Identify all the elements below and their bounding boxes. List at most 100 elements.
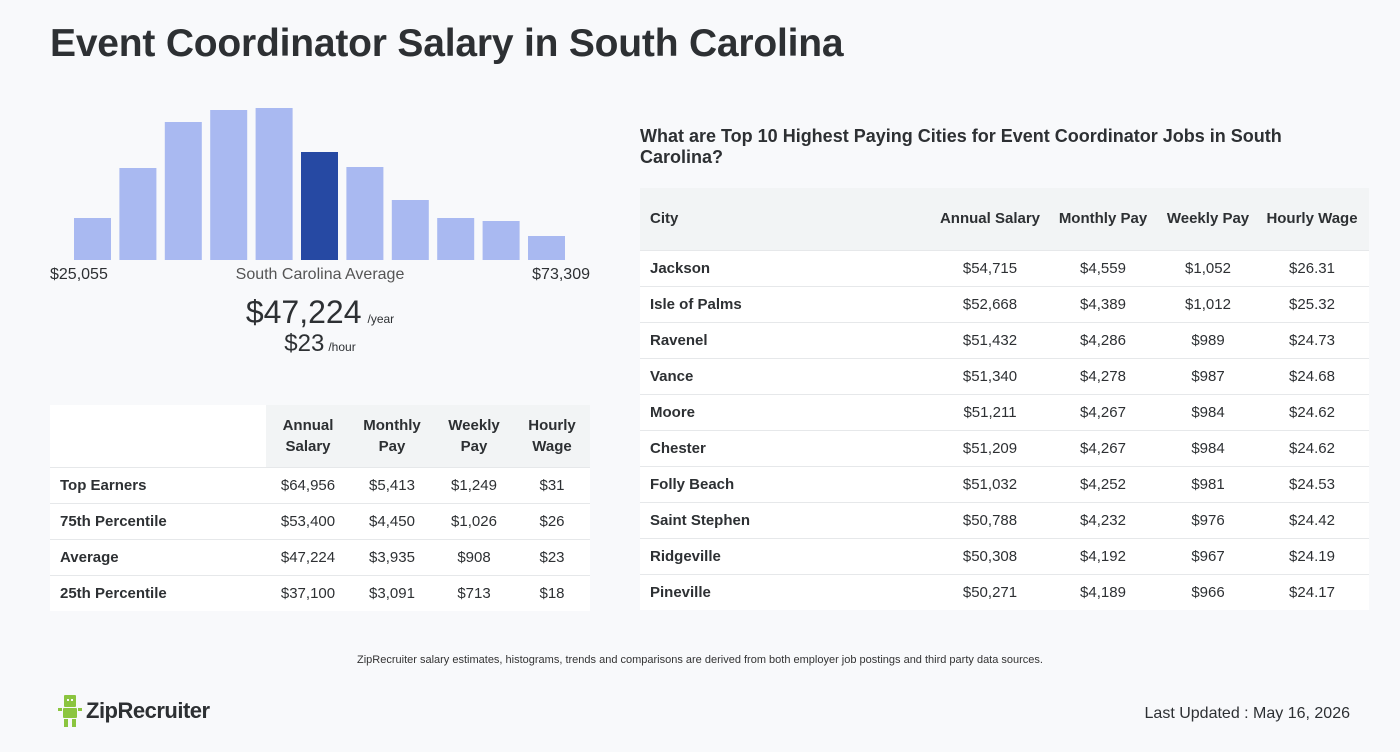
cell-weekly: $984 [1161,429,1255,466]
city-name: Vance [640,357,935,394]
average-annual: $47,224/year [50,294,590,331]
table-row: Average $47,224 $3,935 $908 $23 [50,538,590,575]
ziprecruiter-logo[interactable]: ZipRecruiter [58,694,210,728]
cell-monthly: $3,091 [350,574,434,611]
city-name: Moore [640,393,935,430]
cell-monthly: $4,286 [1045,321,1161,358]
cell-hourly: $24.73 [1255,321,1369,358]
cell-hourly: $24.17 [1255,573,1369,610]
cell-hourly: $24.19 [1255,537,1369,574]
histogram-bar-average [301,152,338,260]
page-title: Event Coordinator Salary in South Caroli… [50,22,844,65]
cell-annual: $51,432 [935,321,1045,358]
histogram-caption: South Carolina Average [235,266,405,283]
cell-hourly: $26.31 [1255,249,1369,286]
percentile-table: Annual Salary Monthly Pay Weekly Pay Hou… [50,405,590,611]
cities-header-hourly: Hourly Wage [1255,188,1369,250]
percentile-table-header: Annual Salary Monthly Pay Weekly Pay Hou… [50,405,590,467]
histogram-svg [74,108,565,260]
cell-hourly: $24.53 [1255,465,1369,502]
histogram-bar [482,221,520,260]
cell-weekly: $1,026 [434,502,514,539]
city-name: Jackson [640,249,935,286]
row-label: Top Earners [50,466,266,503]
cell-monthly: $3,935 [350,538,434,575]
cell-weekly: $966 [1161,573,1255,610]
cell-hourly: $26 [514,502,590,539]
row-label: 75th Percentile [50,502,266,539]
cell-annual: $37,100 [266,574,350,611]
cities-header-weekly: Weekly Pay [1161,188,1255,250]
percentile-header-blank [50,405,266,467]
cell-weekly: $981 [1161,465,1255,502]
histogram-bar [210,110,248,260]
cell-hourly: $18 [514,574,590,611]
cities-header-annual: Annual Salary [935,188,1045,250]
cities-header-city: City [640,188,935,250]
cell-weekly: $989 [1161,321,1255,358]
cell-annual: $50,308 [935,537,1045,574]
cell-hourly: $24.68 [1255,357,1369,394]
table-row: Isle of Palms $52,668 $4,389 $1,012 $25.32 [640,285,1369,322]
cell-monthly: $4,389 [1045,285,1161,322]
cell-weekly: $908 [434,538,514,575]
cities-table: City Annual Salary Monthly Pay Weekly Pa… [640,188,1369,610]
table-row: Saint Stephen $50,788 $4,232 $976 $24.42 [640,501,1369,538]
city-name: Folly Beach [640,465,935,502]
histogram-bar [164,122,202,260]
percentile-header-hourly: Hourly Wage [514,405,590,467]
cell-annual: $54,715 [935,249,1045,286]
cell-annual: $47,224 [266,538,350,575]
cities-table-header: City Annual Salary Monthly Pay Weekly Pa… [640,188,1369,250]
cities-header-monthly: Monthly Pay [1045,188,1161,250]
row-label: Average [50,538,266,575]
average-hourly-value: $23 [284,330,325,357]
cell-monthly: $4,278 [1045,357,1161,394]
cell-weekly: $1,052 [1161,249,1255,286]
table-row: Ravenel $51,432 $4,286 $989 $24.73 [640,321,1369,358]
cell-weekly: $976 [1161,501,1255,538]
table-row: Folly Beach $51,032 $4,252 $981 $24.53 [640,465,1369,502]
cell-monthly: $4,252 [1045,465,1161,502]
cell-hourly: $31 [514,466,590,503]
percentile-header-monthly: Monthly Pay [350,405,434,467]
cell-annual: $64,956 [266,466,350,503]
cell-weekly: $987 [1161,357,1255,394]
histogram-bar [255,108,293,260]
table-row: Moore $51,211 $4,267 $984 $24.62 [640,393,1369,430]
cell-monthly: $5,413 [350,466,434,503]
cell-annual: $52,668 [935,285,1045,322]
city-name: Pineville [640,573,935,610]
table-row: Ridgeville $50,308 $4,192 $967 $24.19 [640,537,1369,574]
cell-annual: $51,032 [935,465,1045,502]
city-name: Saint Stephen [640,501,935,538]
cell-weekly: $1,249 [434,466,514,503]
average-annual-value: $47,224 [245,294,362,330]
table-row: Jackson $54,715 $4,559 $1,052 $26.31 [640,249,1369,286]
cell-hourly: $23 [514,538,590,575]
average-hourly: $23/hour [50,330,590,358]
histogram-max-label: $73,309 [532,266,590,283]
cell-weekly: $967 [1161,537,1255,574]
cell-annual: $50,788 [935,501,1045,538]
city-name: Isle of Palms [640,285,935,322]
salary-histogram [50,100,590,260]
cell-monthly: $4,267 [1045,429,1161,466]
city-name: Chester [640,429,935,466]
table-row: Top Earners $64,956 $5,413 $1,249 $31 [50,466,590,503]
cell-monthly: $4,189 [1045,573,1161,610]
cell-annual: $53,400 [266,502,350,539]
cell-hourly: $24.62 [1255,429,1369,466]
histogram-bar [346,167,384,260]
cell-annual: $51,209 [935,429,1045,466]
cell-monthly: $4,267 [1045,393,1161,430]
cell-monthly: $4,232 [1045,501,1161,538]
cell-annual: $51,211 [935,393,1045,430]
histogram-bar [528,236,565,260]
histogram-bar [391,200,429,260]
city-name: Ravenel [640,321,935,358]
table-row: Pineville $50,271 $4,189 $966 $24.17 [640,573,1369,610]
table-row: Chester $51,209 $4,267 $984 $24.62 [640,429,1369,466]
cell-hourly: $24.42 [1255,501,1369,538]
histogram-bar [437,218,475,260]
